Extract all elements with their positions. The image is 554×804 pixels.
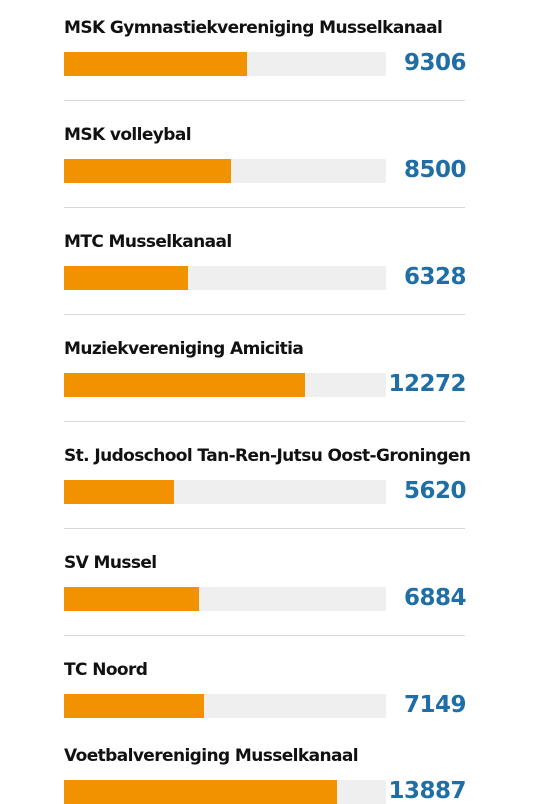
value-label: 6884: [403, 585, 467, 611]
value-label: 5620: [403, 478, 467, 504]
bar-track: [64, 159, 386, 183]
category-label: MSK Gymnastiekvereniging Musselkanaal: [64, 18, 443, 38]
category-label: Muziekvereniging Amicitia: [64, 339, 304, 359]
value-label: 7149: [403, 692, 467, 718]
row-divider: [64, 635, 465, 636]
bar-track: [64, 694, 386, 718]
bar: [64, 587, 199, 611]
bar: [64, 159, 231, 183]
bar: [64, 694, 204, 718]
value-label: 12272: [388, 371, 466, 397]
value-label: 6328: [403, 264, 467, 290]
value-label: 8500: [403, 157, 467, 183]
category-label: MSK volleybal: [64, 125, 192, 145]
bar: [64, 52, 247, 76]
bar: [64, 480, 174, 504]
bar-track: [64, 480, 386, 504]
row-divider: [64, 528, 465, 529]
bar-track: [64, 587, 386, 611]
row-divider: [64, 314, 465, 315]
bar: [64, 373, 305, 397]
category-label: MTC Musselkanaal: [64, 232, 232, 252]
bar: [64, 780, 337, 804]
row-divider: [64, 207, 465, 208]
bar-track: [64, 780, 386, 804]
row-divider: [64, 421, 465, 422]
bar-track: [64, 266, 386, 290]
bar-track: [64, 373, 386, 397]
category-label: TC Noord: [64, 660, 148, 680]
category-label: St. Judoschool Tan-Ren-Jutsu Oost-Gronin…: [64, 446, 471, 466]
bar-track: [64, 52, 386, 76]
value-label: 13887: [388, 778, 466, 804]
value-label: 9306: [403, 50, 467, 76]
bar: [64, 266, 188, 290]
category-label: SV Mussel: [64, 553, 157, 573]
category-label: Voetbalvereniging Musselkanaal: [64, 746, 359, 766]
row-divider: [64, 100, 465, 101]
